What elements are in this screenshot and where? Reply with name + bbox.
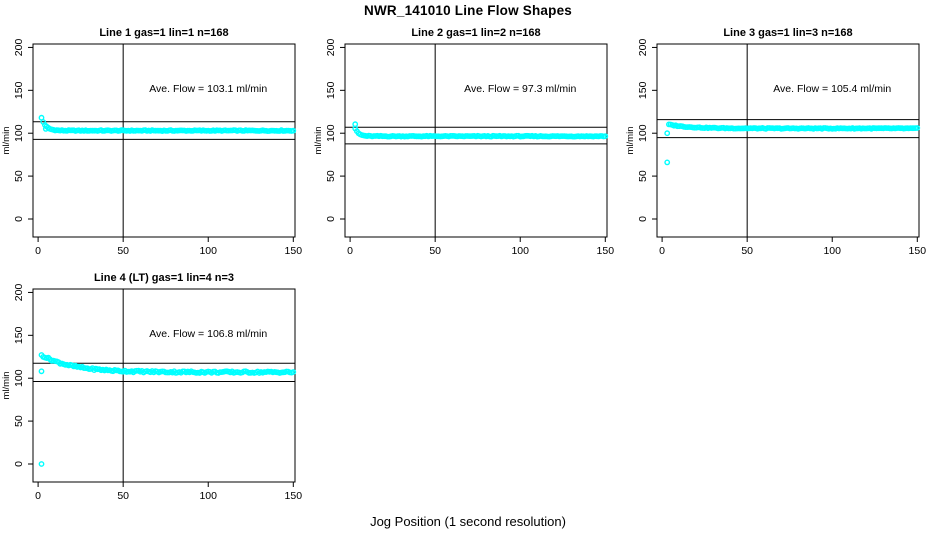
ave-flow-annotation: Ave. Flow = 97.3 ml/min	[464, 83, 576, 95]
y-tick-label: 50	[637, 170, 649, 182]
y-tick-label: 50	[325, 170, 337, 182]
y-axis-label: ml/min	[313, 127, 324, 155]
line-3-flow-chart: 0 50 100 150 0 50 100 150 200 ml/min Line 3 gas=1 …	[625, 27, 927, 257]
x-tick-label: 100	[199, 245, 217, 257]
flow-data-points	[38, 114, 297, 135]
plot-box	[32, 43, 296, 238]
x-tick-label: 0	[347, 245, 353, 257]
flow-outlier-point	[664, 130, 671, 137]
x-tick-label: 100	[511, 245, 529, 257]
y-tick-label: 150	[325, 81, 337, 99]
x-tick-label: 50	[117, 490, 129, 502]
flow-point	[290, 127, 297, 134]
x-axis-label: Jog Position (1 second resolution)	[370, 514, 566, 529]
y-tick-label: 150	[637, 81, 649, 99]
y-tick-label: 0	[325, 216, 337, 222]
y-tick-label: 50	[13, 170, 25, 182]
y-axis-label: ml/min	[1, 127, 12, 155]
x-tick-label: 100	[823, 245, 841, 257]
plot-box	[344, 43, 608, 238]
y-tick-label: 100	[13, 124, 25, 142]
y-tick-label: 0	[13, 461, 25, 467]
x-tick-label: 150	[285, 490, 303, 502]
y-axis-label: ml/min	[1, 372, 12, 400]
y-tick-label: 100	[637, 124, 649, 142]
x-tick-label: 50	[741, 245, 753, 257]
panel-line-2: 0 50 100 150 0 50 100 150 200 ml/min Line 2 gas=1 …	[312, 24, 624, 269]
plot-box	[656, 43, 920, 238]
ave-flow-annotation: Ave. Flow = 106.8 ml/min	[149, 328, 267, 340]
x-tick-label: 150	[597, 245, 615, 257]
panel-title: Line 3 gas=1 lin=3 n=168	[723, 27, 852, 39]
y-tick-label: 200	[13, 39, 25, 57]
panel-title: Line 2 gas=1 lin=2 n=168	[411, 27, 540, 39]
panel-line-1: 0 50 100 150 0 50 100 150 200 ml/min Line 1 gas=1 …	[0, 24, 312, 269]
flow-outlier-point	[38, 368, 45, 375]
ave-flow-annotation: Ave. Flow = 103.1 ml/min	[149, 83, 267, 95]
figure-title: NWR_141010 Line Flow Shapes	[364, 3, 572, 18]
y-tick-label: 200	[325, 39, 337, 57]
y-tick-label: 100	[13, 369, 25, 387]
line-1-flow-chart: 0 50 100 150 0 50 100 150 200 ml/min Line 1 gas=1 …	[1, 27, 303, 257]
y-tick-label: 50	[13, 415, 25, 427]
x-tick-label: 100	[199, 490, 217, 502]
flow-data-points	[352, 121, 609, 140]
y-tick-label: 200	[13, 284, 25, 302]
flow-outlier-point	[664, 159, 671, 166]
y-tick-label: 100	[325, 124, 337, 142]
flow-outlier-point	[352, 121, 359, 128]
x-tick-label: 50	[117, 245, 129, 257]
flow-point	[290, 369, 297, 375]
y-tick-label: 0	[637, 216, 649, 222]
flow-data-points	[38, 352, 297, 467]
plot-box	[32, 288, 296, 483]
y-tick-label: 150	[13, 326, 25, 344]
flow-outlier-point	[38, 461, 45, 467]
line-4-flow-chart: 0 50 100 150 0 50 100 150 200 ml/min Line 4 (LT) g…	[1, 272, 303, 502]
x-tick-label: 50	[429, 245, 441, 257]
flow-point	[602, 133, 609, 140]
panel-line-4: 0 50 100 150 0 50 100 150 200 ml/min Line 4 (LT) g…	[0, 269, 312, 514]
flow-outlier-point	[42, 126, 49, 132]
line-2-flow-chart: 0 50 100 150 0 50 100 150 200 ml/min Line 2 gas=1 …	[313, 27, 615, 257]
x-tick-label: 0	[35, 490, 41, 502]
y-tick-label: 150	[13, 81, 25, 99]
y-axis-label: ml/min	[625, 127, 636, 155]
x-tick-label: 0	[35, 245, 41, 257]
flow-data-points	[664, 121, 921, 166]
panel-title: Line 4 (LT) gas=1 lin=4 n=3	[94, 272, 234, 284]
y-tick-label: 200	[637, 39, 649, 57]
ave-flow-annotation: Ave. Flow = 105.4 ml/min	[773, 83, 891, 95]
panel-line-3: 0 50 100 150 0 50 100 150 200 ml/min Line 3 gas=1 …	[624, 24, 936, 269]
flow-point	[914, 125, 921, 131]
y-tick-label: 0	[13, 216, 25, 222]
panel-title: Line 1 gas=1 lin=1 n=168	[99, 27, 228, 39]
x-tick-label: 150	[285, 245, 303, 257]
x-tick-label: 0	[659, 245, 665, 257]
x-tick-label: 150	[909, 245, 927, 257]
